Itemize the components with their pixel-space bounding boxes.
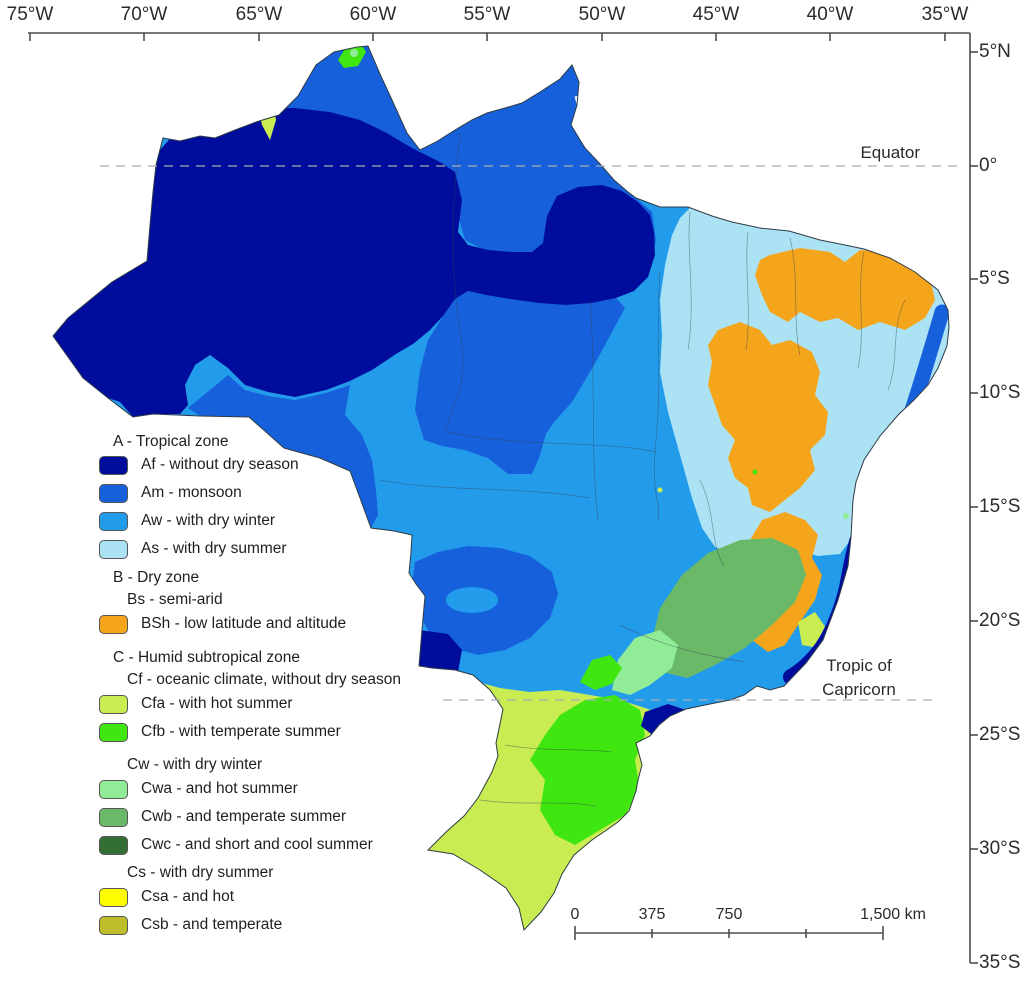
legend-label-bsh: BSh - low latitude and altitude bbox=[141, 615, 347, 632]
legend-swatch-am bbox=[99, 483, 128, 503]
legend-swatch-af bbox=[99, 455, 128, 475]
legend-row-csa: Csa - and hot bbox=[99, 887, 234, 907]
lon-label: 60°W bbox=[349, 4, 397, 25]
legend-label-cwb: Cwb - and temperate summer bbox=[141, 808, 347, 825]
lon-label: 75°W bbox=[6, 4, 54, 25]
lat-label: 5°S bbox=[979, 268, 1010, 289]
legend-sub-bs: Bs - semi-arid bbox=[127, 591, 223, 608]
legend-label-aw: Aw - with dry winter bbox=[141, 512, 276, 529]
legend-row-cwb: Cwb - and temperate summer bbox=[99, 807, 346, 827]
legend-swatch-csa bbox=[99, 887, 128, 907]
zone-cwa-roraima-dot bbox=[350, 49, 358, 57]
scale-label-0: 0 bbox=[570, 906, 580, 923]
zone-cwa-west bbox=[612, 630, 678, 695]
legend-row-aw: Aw - with dry winter bbox=[99, 511, 275, 531]
legend-swatch-aw bbox=[99, 511, 128, 531]
lat-label: 25°S bbox=[979, 724, 1021, 745]
zone-bsh-central bbox=[708, 322, 828, 512]
legend-row-csb: Csb - and temperate bbox=[99, 915, 282, 935]
zone-cfa-speck bbox=[657, 487, 663, 493]
tropic-label-line2: Capricorn bbox=[822, 680, 896, 699]
lon-label: 50°W bbox=[578, 4, 626, 25]
lon-label: 70°W bbox=[120, 4, 168, 25]
legend-row-cwc: Cwc - and short and cool summer bbox=[99, 835, 373, 855]
lat-label: 5°N bbox=[979, 41, 1011, 62]
legend-label-as: As - with dry summer bbox=[141, 540, 287, 557]
legend-swatch-cfa bbox=[99, 694, 128, 714]
zone-af-core bbox=[53, 108, 655, 417]
legend-row-cfa: Cfa - with hot summer bbox=[99, 694, 293, 714]
zone-cfb-north-patch bbox=[580, 655, 622, 690]
tropic-label-line1: Tropic of bbox=[826, 656, 892, 675]
lon-label: 65°W bbox=[235, 4, 283, 25]
legend-row-cfb: Cfb - with temperate summer bbox=[99, 722, 341, 742]
zone-am-center-lobe bbox=[415, 291, 625, 474]
legend-label-cfb: Cfb - with temperate summer bbox=[141, 723, 341, 740]
legend-header-dry: B - Dry zone bbox=[113, 569, 200, 586]
zone-bsh-north bbox=[755, 248, 935, 330]
legend-row-cwa: Cwa - and hot summer bbox=[99, 779, 298, 799]
legend-header-subtropical: C - Humid subtropical zone bbox=[113, 649, 300, 666]
lat-label: 0° bbox=[979, 155, 998, 176]
scale-label-750: 750 bbox=[715, 906, 743, 923]
legend-swatch-bsh bbox=[99, 614, 128, 634]
legend-label-cwa: Cwa - and hot summer bbox=[141, 780, 298, 797]
legend-label-cwc: Cwc - and short and cool summer bbox=[141, 836, 373, 853]
zone-cwa-speck bbox=[843, 513, 849, 519]
scale-bar bbox=[574, 926, 884, 940]
lon-label: 35°W bbox=[921, 4, 969, 25]
state-borders bbox=[379, 132, 906, 807]
legend-row-bsh: BSh - low latitude and altitude bbox=[99, 614, 346, 634]
legend-header-tropical: A - Tropical zone bbox=[113, 433, 229, 450]
lon-label: 45°W bbox=[692, 4, 740, 25]
zone-af-southwest-patch bbox=[396, 630, 462, 688]
legend-row-as: As - with dry summer bbox=[99, 539, 287, 559]
zone-cwa-speck bbox=[853, 527, 859, 533]
scale-label-375: 375 bbox=[638, 906, 666, 923]
scale-label-1500: 1,500 km bbox=[860, 906, 926, 923]
lat-label: 35°S bbox=[979, 952, 1021, 973]
lon-label: 55°W bbox=[463, 4, 511, 25]
legend-label-csa: Csa - and hot bbox=[141, 888, 235, 905]
legend-label-af: Af - without dry season bbox=[141, 456, 299, 473]
zone-aw-hole bbox=[446, 587, 498, 613]
legend-label-cfa: Cfa - with hot summer bbox=[141, 695, 293, 712]
zone-cfb-core bbox=[530, 695, 645, 845]
legend-label-am: Am - monsoon bbox=[141, 484, 242, 501]
legend-swatch-as bbox=[99, 539, 128, 559]
legend-swatch-cwc bbox=[99, 835, 128, 855]
legend-sub-cs: Cs - with dry summer bbox=[127, 864, 274, 881]
legend-sub-cf: Cf - oceanic climate, without dry season bbox=[127, 671, 401, 688]
legend-swatch-cwa bbox=[99, 779, 128, 799]
legend-swatch-cfb bbox=[99, 722, 128, 742]
zone-am-south-band bbox=[188, 375, 378, 528]
zone-cfb-speck bbox=[752, 469, 758, 475]
legend-row-am: Am - monsoon bbox=[99, 483, 242, 503]
legend-sub-cw: Cw - with dry winter bbox=[127, 756, 263, 773]
lat-label: 15°S bbox=[979, 496, 1021, 517]
axes bbox=[28, 32, 978, 964]
legend-swatch-cwb bbox=[99, 807, 128, 827]
lat-label: 30°S bbox=[979, 838, 1021, 859]
legend-swatch-csb bbox=[99, 915, 128, 935]
legend-row-af: Af - without dry season bbox=[99, 455, 299, 475]
zone-cwb-highlands bbox=[650, 538, 806, 678]
legend-label-csb: Csb - and temperate bbox=[141, 916, 283, 933]
equator-label: Equator bbox=[860, 143, 920, 162]
lat-label: 10°S bbox=[979, 382, 1021, 403]
lon-label: 40°W bbox=[806, 4, 854, 25]
lat-label: 20°S bbox=[979, 610, 1021, 631]
